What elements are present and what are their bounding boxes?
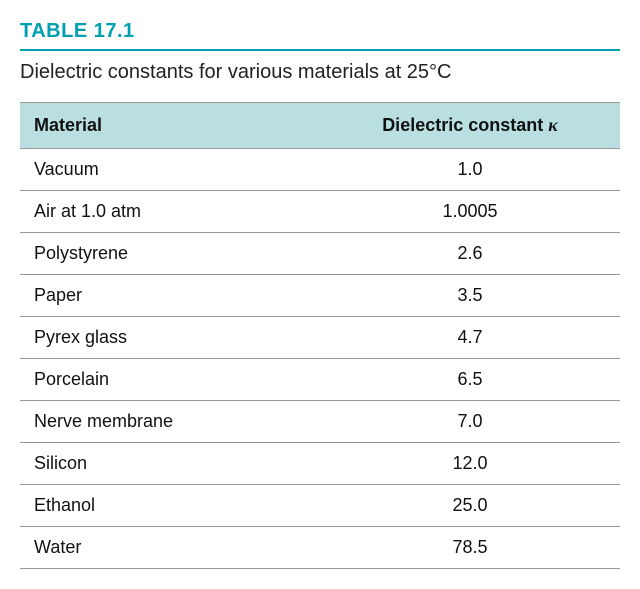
cell-value: 6.5	[320, 359, 620, 401]
data-table: Material Dielectric constant κ Vacuum 1.…	[20, 102, 620, 569]
cell-material: Paper	[20, 275, 320, 317]
cell-material: Silicon	[20, 443, 320, 485]
table-row: Ethanol 25.0	[20, 485, 620, 527]
cell-value: 4.7	[320, 317, 620, 359]
table-row: Paper 3.5	[20, 275, 620, 317]
cell-material: Polystyrene	[20, 233, 320, 275]
column-header-value-prefix: Dielectric constant	[382, 115, 548, 135]
table-row: Air at 1.0 atm 1.0005	[20, 191, 620, 233]
cell-value: 12.0	[320, 443, 620, 485]
table-row: Silicon 12.0	[20, 443, 620, 485]
cell-value: 1.0	[320, 149, 620, 191]
column-header-value: Dielectric constant κ	[320, 103, 620, 149]
cell-material: Air at 1.0 atm	[20, 191, 320, 233]
table-header-row: Material Dielectric constant κ	[20, 103, 620, 149]
cell-value: 2.6	[320, 233, 620, 275]
cell-value: 3.5	[320, 275, 620, 317]
table-row: Water 78.5	[20, 527, 620, 569]
cell-material: Porcelain	[20, 359, 320, 401]
cell-material: Nerve membrane	[20, 401, 320, 443]
table-row: Polystyrene 2.6	[20, 233, 620, 275]
table-row: Vacuum 1.0	[20, 149, 620, 191]
table-row: Pyrex glass 4.7	[20, 317, 620, 359]
cell-material: Ethanol	[20, 485, 320, 527]
table-number-label: TABLE 17.1	[20, 20, 620, 51]
cell-material: Water	[20, 527, 320, 569]
cell-value: 25.0	[320, 485, 620, 527]
cell-material: Vacuum	[20, 149, 320, 191]
column-header-material: Material	[20, 103, 320, 149]
cell-value: 1.0005	[320, 191, 620, 233]
cell-material: Pyrex glass	[20, 317, 320, 359]
table-body: Vacuum 1.0 Air at 1.0 atm 1.0005 Polysty…	[20, 149, 620, 569]
dielectric-table: TABLE 17.1 Dielectric constants for vari…	[20, 20, 620, 569]
table-row: Porcelain 6.5	[20, 359, 620, 401]
table-row: Nerve membrane 7.0	[20, 401, 620, 443]
cell-value: 7.0	[320, 401, 620, 443]
kappa-symbol: κ	[548, 115, 558, 135]
table-caption: Dielectric constants for various materia…	[20, 61, 620, 84]
cell-value: 78.5	[320, 527, 620, 569]
